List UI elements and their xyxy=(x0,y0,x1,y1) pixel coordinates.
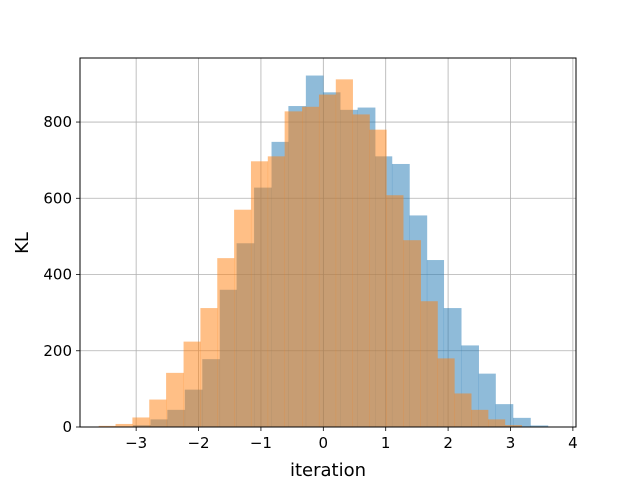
histogram-bar xyxy=(302,106,320,427)
histogram-bar xyxy=(369,129,387,427)
x-tick-label: −2 xyxy=(187,434,209,452)
histogram-bar xyxy=(183,341,201,427)
histogram-bar xyxy=(250,161,269,427)
histogram-bars xyxy=(98,75,549,428)
histogram-bar xyxy=(98,425,116,427)
plot-frame xyxy=(79,57,577,428)
histogram-bar xyxy=(386,195,404,427)
histogram-bar xyxy=(454,393,472,427)
y-tick-label: 800 xyxy=(43,113,72,131)
y-axis-ticks: 0 200 400 600 800 xyxy=(43,113,80,436)
histogram-bar xyxy=(217,258,235,427)
x-tick-label: −3 xyxy=(125,434,147,452)
histogram-bar xyxy=(234,209,252,427)
histogram-bar xyxy=(200,308,218,427)
histogram-bar xyxy=(504,425,523,427)
x-tick-label: 0 xyxy=(319,434,329,452)
x-tick-label: 4 xyxy=(568,434,578,452)
histogram-bar xyxy=(132,417,150,427)
x-tick-label: 1 xyxy=(381,434,391,452)
x-tick-label: 3 xyxy=(506,434,516,452)
histogram-bar xyxy=(115,423,133,427)
histogram-bar xyxy=(471,409,489,427)
histogram-bar xyxy=(488,419,506,427)
x-axis-ticks: −3 −2 −1 0 1 2 3 4 xyxy=(125,427,578,452)
y-tick-label: 600 xyxy=(43,189,72,207)
histogram-bar xyxy=(530,425,549,427)
histogram-bar xyxy=(352,114,370,427)
y-axis-label: KL xyxy=(12,232,33,254)
histogram-bar xyxy=(335,79,353,427)
x-tick-label: −1 xyxy=(250,434,272,452)
histogram-bar xyxy=(284,111,303,427)
y-tick-label: 400 xyxy=(43,266,72,284)
histogram-bar xyxy=(403,240,421,427)
y-tick-label: 0 xyxy=(62,418,72,436)
histogram-bar xyxy=(420,301,438,427)
series-2-bars xyxy=(98,79,523,428)
histogram-bar xyxy=(267,156,285,427)
histogram-bar xyxy=(149,399,167,427)
histogram-bar xyxy=(318,94,337,428)
x-tick-label: 2 xyxy=(443,434,453,452)
histogram-bar xyxy=(166,372,184,427)
histogram-bar xyxy=(512,417,531,427)
y-tick-label: 200 xyxy=(43,342,72,360)
x-axis-label: iteration xyxy=(290,460,366,480)
histogram-bar xyxy=(437,358,455,427)
